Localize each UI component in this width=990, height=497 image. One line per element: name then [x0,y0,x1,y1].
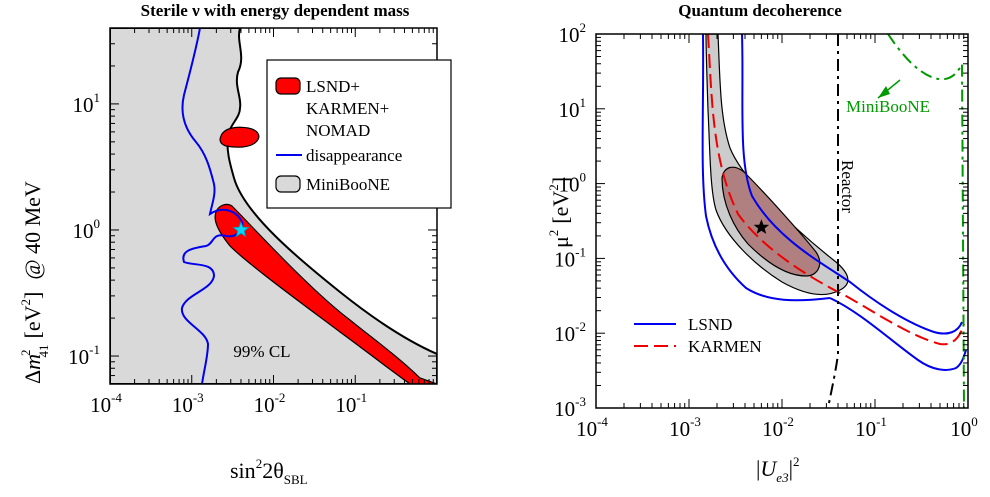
legend-karmen-label: KARMEN [688,337,762,356]
legend-swatch-red [276,78,300,94]
left-xtick-label: 10-1 [335,390,367,417]
right-ytick-label: 101 [559,95,587,122]
right-ytick-label: 102 [559,20,587,47]
right-miniboone-line [888,34,964,408]
right-title: Quantum decoherence [678,1,842,20]
right-panel: Quantum decoherence 10-4 10-3 10-2 10-1 100 1… [546,1,978,485]
right-xtick-label: 10-2 [762,414,794,441]
left-legend: LSND+ KARMEN+ NOMAD disappearance MiniBo… [267,60,451,208]
right-reactor-line [828,34,838,408]
left-title: Sterile ν with energy dependent mass [141,1,410,20]
left-xtick-label: 10-4 [90,390,122,417]
right-xtick-label: 10-4 [576,414,608,441]
left-ylabel: Δm2 41[eV2]@ 40 MeV [18,181,51,384]
legend-disappearance: disappearance [306,146,402,165]
right-legend: LSND KARMEN [634,315,762,356]
left-xtick-label: 10-3 [172,390,204,417]
legend-miniboone: MiniBooNE [306,175,390,194]
right-xtick-label: 10-1 [855,414,887,441]
right-reactor-label: Reactor [838,160,857,213]
legend-lsnd-line3: NOMAD [306,121,370,140]
left-cl-annotation: 99% CL [233,342,290,361]
right-xtick-label: 100 [950,414,978,441]
right-xtick-label: 10-3 [669,414,701,441]
left-lsnd-island [220,127,259,147]
left-ytick-label: 100 [73,216,101,243]
left-panel: Sterile ν with energy dependent mass 99%… [18,1,451,487]
left-xlabel: sin22θSBL [230,456,308,487]
legend-lsnd-line1: LSND+ [306,77,360,96]
right-ytick-label: 10-2 [554,319,586,346]
right-miniboone-label: MiniBooNE [846,97,930,116]
legend-swatch-grey [276,176,300,192]
left-ytick-label: 101 [73,90,101,117]
left-ytick-label: 10-1 [68,342,100,369]
legend-lsnd-line2: KARMEN+ [306,99,389,118]
left-xtick-label: 10-2 [254,390,286,417]
legend-lsnd-label: LSND [688,315,732,334]
right-xlabel: |Ue3|2 [756,454,799,485]
